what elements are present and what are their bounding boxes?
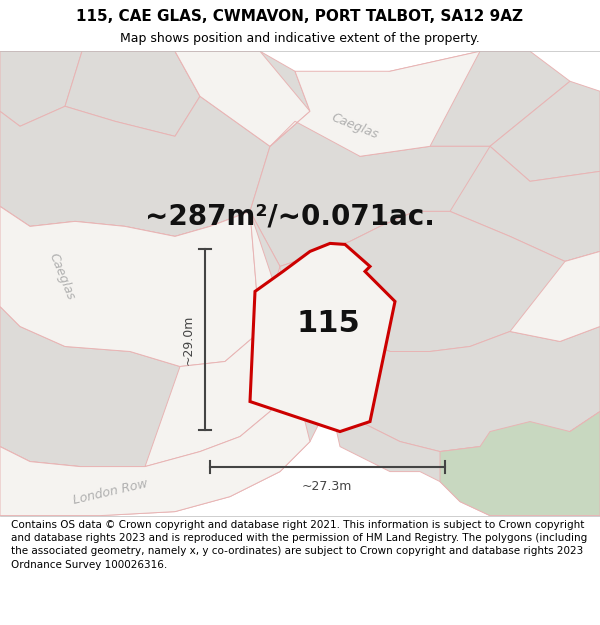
Text: Caeglas: Caeglas (47, 251, 77, 302)
Polygon shape (270, 51, 480, 156)
Polygon shape (0, 206, 260, 366)
Text: Contains OS data © Crown copyright and database right 2021. This information is : Contains OS data © Crown copyright and d… (11, 520, 587, 569)
Polygon shape (65, 51, 200, 136)
Polygon shape (250, 243, 395, 431)
Polygon shape (295, 51, 570, 156)
Polygon shape (0, 381, 330, 516)
Polygon shape (250, 111, 490, 266)
Polygon shape (0, 381, 310, 516)
Polygon shape (0, 51, 82, 126)
Text: ~29.0m: ~29.0m (182, 314, 194, 364)
Polygon shape (0, 206, 280, 366)
Polygon shape (145, 211, 295, 467)
Polygon shape (330, 401, 600, 516)
Text: 115, CAE GLAS, CWMAVON, PORT TALBOT, SA12 9AZ: 115, CAE GLAS, CWMAVON, PORT TALBOT, SA1… (77, 9, 523, 24)
Text: ~27.3m: ~27.3m (302, 480, 352, 493)
Text: 115: 115 (296, 309, 361, 338)
Polygon shape (175, 51, 310, 146)
Polygon shape (175, 51, 310, 146)
Polygon shape (440, 411, 600, 516)
Text: Caeglas: Caeglas (329, 111, 380, 142)
Polygon shape (350, 146, 600, 261)
Polygon shape (490, 81, 600, 181)
Text: ~287m²/~0.071ac.: ~287m²/~0.071ac. (145, 202, 435, 231)
Polygon shape (510, 251, 600, 341)
Polygon shape (0, 96, 270, 236)
Polygon shape (0, 301, 310, 467)
Polygon shape (280, 211, 600, 351)
Text: London Row: London Row (71, 477, 149, 506)
Text: Map shows position and indicative extent of the property.: Map shows position and indicative extent… (120, 32, 480, 45)
Polygon shape (295, 321, 600, 452)
